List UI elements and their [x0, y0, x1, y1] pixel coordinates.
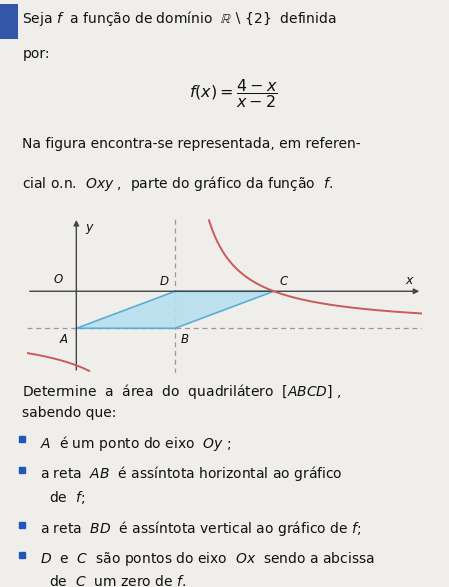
Text: $C$: $C$ [279, 275, 289, 288]
Text: $y$: $y$ [85, 222, 95, 237]
Text: cial o.n.  $Oxy$ ,  parte do gráfico da função  $f$.: cial o.n. $Oxy$ , parte do gráfico da fu… [22, 174, 334, 193]
Text: $f(x)=\dfrac{4-x}{x-2}$: $f(x)=\dfrac{4-x}{x-2}$ [189, 77, 278, 110]
Text: $A$  é um ponto do eixo  $Oy$ ;: $A$ é um ponto do eixo $Oy$ ; [40, 434, 232, 453]
Polygon shape [76, 291, 274, 328]
Bar [0, 4, 18, 39]
Text: $A$: $A$ [59, 333, 69, 346]
Text: Determine  a  área  do  quadrilátero  $[ABCD]$ ,: Determine a área do quadrilátero $[ABCD]… [22, 382, 342, 401]
Text: Na figura encontra-se representada, em referen-: Na figura encontra-se representada, em r… [22, 137, 361, 151]
Text: $D$: $D$ [158, 275, 169, 288]
Text: de  $f$;: de $f$; [49, 489, 85, 506]
Text: a reta  $BD$  é assíntota vertical ao gráfico de $f$;: a reta $BD$ é assíntota vertical ao gráf… [40, 519, 361, 538]
Text: a reta  $AB$  é assíntota horizontal ao gráfico: a reta $AB$ é assíntota horizontal ao gr… [40, 464, 343, 484]
Text: $B$: $B$ [180, 333, 189, 346]
Text: $O$: $O$ [53, 273, 64, 286]
Text: sabendo que:: sabendo que: [22, 406, 117, 420]
Text: Seja $f$  a função de domínio  $\mathbb{R} \setminus \{2\}$  definida: Seja $f$ a função de domínio $\mathbb{R}… [22, 9, 337, 28]
Text: por:: por: [22, 47, 50, 61]
Text: $D$  e  $C$  são pontos do eixo  $Ox$  sendo a abcissa: $D$ e $C$ são pontos do eixo $Ox$ sendo … [40, 550, 375, 568]
Text: $x$: $x$ [405, 274, 415, 287]
Text: de  $C$  um zero de $f$.: de $C$ um zero de $f$. [49, 574, 187, 587]
